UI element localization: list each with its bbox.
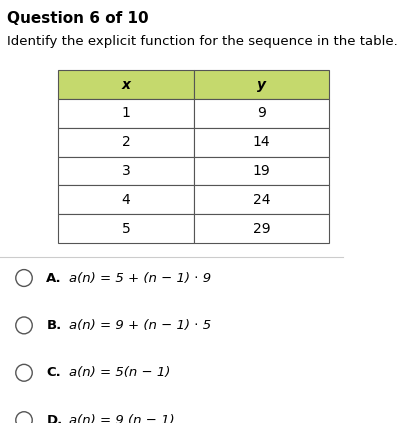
Text: 29: 29	[253, 222, 270, 236]
Text: a(n) = 9 (n − 1): a(n) = 9 (n − 1)	[68, 414, 174, 423]
Bar	[58, 99, 194, 128]
Text: 24: 24	[253, 193, 270, 207]
Text: 4: 4	[122, 193, 131, 207]
Bar	[194, 157, 329, 185]
Text: a(n) = 5 + (n − 1) ⋅ 9: a(n) = 5 + (n − 1) ⋅ 9	[68, 272, 211, 285]
Bar	[194, 185, 329, 214]
Text: A.: A.	[46, 272, 62, 285]
Text: D.: D.	[46, 414, 63, 423]
Bar	[58, 128, 194, 157]
Text: a(n) = 5(n − 1): a(n) = 5(n − 1)	[68, 366, 170, 379]
Bar	[194, 70, 329, 99]
Bar	[194, 214, 329, 243]
Bar	[194, 128, 329, 157]
Bar	[58, 70, 194, 99]
Text: 3: 3	[122, 164, 131, 178]
Text: a(n) = 9 + (n − 1) ⋅ 5: a(n) = 9 + (n − 1) ⋅ 5	[68, 319, 211, 332]
Bar	[58, 214, 194, 243]
Text: B.: B.	[46, 319, 62, 332]
Text: 9: 9	[257, 106, 266, 121]
Text: 14: 14	[253, 135, 270, 149]
Bar	[194, 99, 329, 128]
Text: Question 6 of 10: Question 6 of 10	[7, 11, 148, 25]
Text: y: y	[257, 77, 266, 92]
Text: 5: 5	[122, 222, 131, 236]
Text: 2: 2	[122, 135, 131, 149]
Bar	[58, 185, 194, 214]
Text: C.: C.	[46, 366, 61, 379]
Text: Identify the explicit function for the sequence in the table.: Identify the explicit function for the s…	[7, 35, 397, 48]
Text: x: x	[121, 77, 131, 92]
Text: 1: 1	[122, 106, 131, 121]
Text: 19: 19	[253, 164, 270, 178]
Bar	[58, 157, 194, 185]
